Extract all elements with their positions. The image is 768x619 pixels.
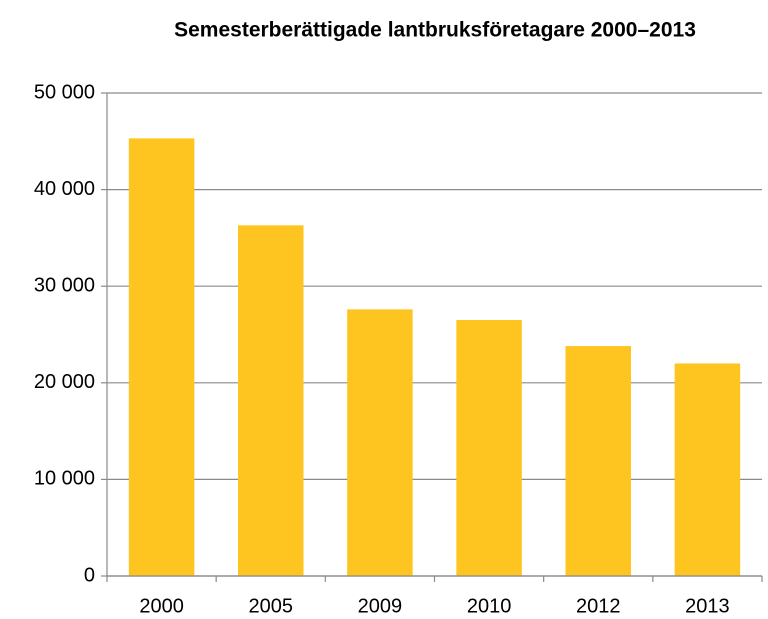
y-tick-label: 20 000 <box>34 371 95 393</box>
x-tick-label: 2005 <box>249 595 294 617</box>
y-tick-label: 40 000 <box>34 178 95 200</box>
bar <box>565 346 631 576</box>
bar <box>128 138 195 577</box>
bar <box>674 363 741 576</box>
x-tick-label: 2012 <box>576 595 621 617</box>
x-tick-label: 2010 <box>467 595 512 617</box>
bar <box>456 320 522 576</box>
x-tick-label: 2000 <box>139 595 184 617</box>
x-tick-label: 2013 <box>685 595 730 617</box>
y-tick-label: 0 <box>84 564 95 586</box>
bar <box>347 309 413 576</box>
bar <box>238 225 304 577</box>
chart-title: Semesterberättigade lantbruksföretagare … <box>174 19 696 42</box>
y-tick-label: 30 000 <box>34 274 95 296</box>
x-tick-label: 2009 <box>358 595 403 617</box>
y-tick-label: 10 000 <box>34 468 95 490</box>
y-tick-label: 50 000 <box>34 81 95 103</box>
